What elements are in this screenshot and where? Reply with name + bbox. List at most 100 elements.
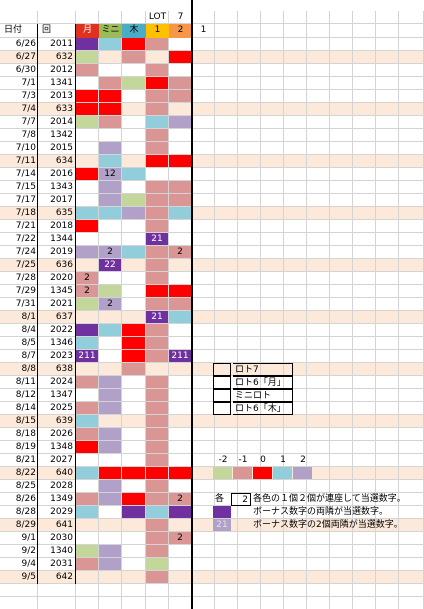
grid-cell: [330, 103, 353, 116]
result-cell: [122, 38, 145, 50]
grid-cell: [192, 558, 215, 571]
grid-cell: [122, 233, 146, 246]
grid-cell: [215, 558, 238, 571]
date: 7/29: [15, 286, 36, 296]
grid-cell: [169, 558, 192, 571]
grid-cell: [284, 51, 307, 64]
grid-cell: [399, 207, 424, 220]
grid-cell: [261, 272, 284, 285]
grid-cell: [169, 142, 192, 155]
grid-cell: [122, 181, 146, 194]
grid-cell: [330, 428, 353, 441]
header-cell: 1: [146, 24, 169, 38]
legend-label: ロト6「木」: [233, 402, 293, 415]
grid-cell: [261, 285, 284, 298]
grid-cell: [192, 441, 215, 454]
grid-cell: [99, 311, 122, 324]
grid-cell: [192, 324, 215, 337]
result-cell: 211: [169, 350, 191, 362]
grid-cell: [376, 441, 399, 454]
scale-swatch: [293, 467, 312, 479]
grid-cell: [192, 363, 215, 376]
grid-cell: [399, 558, 424, 571]
grid-cell: [146, 51, 169, 64]
grid-cell: [353, 467, 376, 480]
result-cell: [146, 272, 168, 284]
date: 8/28: [15, 507, 36, 517]
result-cell: [169, 116, 191, 128]
grid-cell: [238, 545, 261, 558]
date: 8/18: [15, 429, 36, 439]
grid-cell: [169, 597, 192, 609]
result-cell: [99, 428, 121, 440]
result-cell: [99, 103, 121, 115]
grid-cell: [399, 233, 424, 246]
date: 7/21: [15, 221, 36, 231]
grid-cell: [238, 24, 261, 38]
draw-number: 1347: [50, 390, 73, 400]
grid-cell: [261, 259, 284, 272]
grid-cell: [399, 311, 424, 324]
grid-cell: [261, 116, 284, 129]
grid-cell: [122, 376, 146, 389]
grid-cell: [330, 480, 353, 493]
result-cell: [146, 64, 168, 76]
grid-cell: [238, 142, 261, 155]
note-text: 各色の１個２個が連座して当選数字。: [253, 494, 406, 504]
grid-cell: [261, 415, 284, 428]
grid-cell: [238, 441, 261, 454]
grid-cell: [376, 493, 399, 506]
grid-cell: [122, 558, 146, 571]
grid-cell: [192, 415, 215, 428]
grid-cell: [99, 272, 122, 285]
grid-cell: [261, 519, 284, 532]
grid-cell: [307, 532, 330, 545]
grid-cell: [76, 389, 99, 402]
grid-cell: [76, 259, 99, 272]
date: 8/11: [15, 377, 36, 387]
grid-cell: [330, 311, 353, 324]
grid-cell: [192, 467, 215, 480]
result-cell: [122, 506, 145, 518]
divider: [75, 24, 76, 584]
grid-cell: [261, 441, 284, 454]
legend-swatch: [213, 402, 231, 415]
grid-cell: [330, 64, 353, 77]
scale-label: -1: [238, 455, 248, 465]
grid-cell: [169, 428, 192, 441]
grid-cell: [284, 64, 307, 77]
grid-cell: [169, 480, 192, 493]
grid-cell: [99, 519, 122, 532]
grid-cell: [99, 350, 122, 363]
result-cell: [76, 376, 98, 388]
grid-cell: [330, 259, 353, 272]
draw-number: 1349: [50, 494, 73, 504]
result-cell: [76, 493, 98, 505]
result-cell: [99, 389, 121, 401]
result-cell: [146, 103, 168, 115]
date: 9/1: [21, 533, 36, 543]
grid-cell: [307, 506, 330, 519]
grid-cell: [353, 571, 376, 584]
grid-cell: [353, 285, 376, 298]
date: 8/29: [15, 520, 36, 530]
grid-cell: [399, 545, 424, 558]
grid-cell: [261, 233, 284, 246]
result-cell: [76, 298, 98, 310]
grid-cell: [330, 155, 353, 168]
grid-cell: [284, 480, 307, 493]
grid-cell: [238, 532, 261, 545]
result-cell: [122, 363, 145, 375]
result-cell: [146, 571, 168, 583]
result-cell: [146, 194, 168, 206]
grid-cell: [307, 337, 330, 350]
draw-number: 2027: [50, 455, 73, 465]
draw-number: 1346: [50, 338, 73, 348]
grid-cell: [238, 337, 261, 350]
grid-cell: [284, 402, 307, 415]
header-cell: ミニ: [99, 24, 122, 38]
date: 8/12: [15, 390, 36, 400]
result-cell: [99, 77, 121, 89]
draw-number: 633: [55, 104, 73, 114]
grid-cell: [215, 493, 238, 506]
